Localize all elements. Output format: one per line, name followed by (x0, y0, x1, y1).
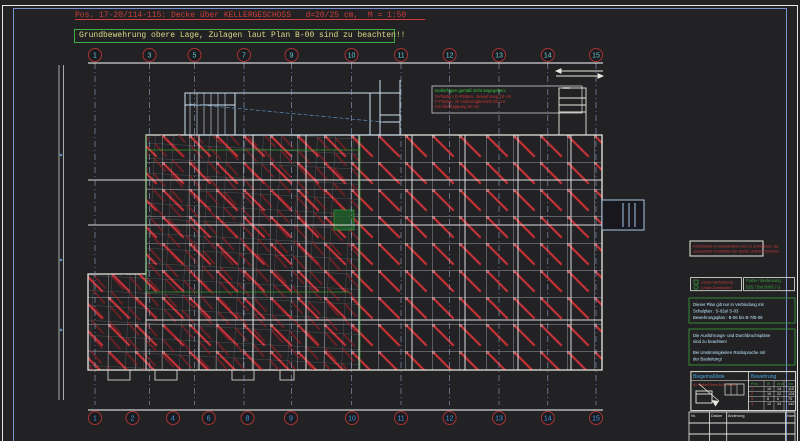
svg-text:Farbe / Bedeutung :: Farbe / Bedeutung : (746, 278, 783, 283)
svg-text:d1 Stabø10mm 8=10,1cm2: d1 Stabø10mm 8=10,1cm2 (693, 383, 736, 387)
svg-text:mit Überlappung 50 cm: mit Überlappung 50 cm (435, 104, 480, 109)
svg-text:13: 13 (495, 416, 503, 423)
svg-text:der Bauleitung!: der Bauleitung! (693, 357, 722, 362)
svg-text:unbewehrte Fehlstellen der Dec: unbewehrte Fehlstellen der Decke Unterko… (693, 250, 779, 254)
svg-text:4: 4 (751, 402, 753, 406)
svg-text:128: 128 (788, 392, 794, 396)
svg-text:4: 4 (171, 416, 175, 423)
svg-text:1: 1 (93, 53, 97, 60)
svg-text:115: 115 (788, 387, 794, 391)
svg-text:10: 10 (348, 416, 356, 423)
svg-text:10: 10 (767, 392, 771, 396)
svg-text:2: 2 (751, 392, 753, 396)
svg-text:Leiste Durchstich: Leiste Durchstich (701, 285, 732, 290)
svg-text:9: 9 (289, 416, 293, 423)
svg-text:Nam.: Nam. (787, 414, 796, 418)
svg-text:Die Ausführungs- und Durchbruc: Die Ausführungs- und Durchbruchspläne (693, 333, 771, 338)
svg-text:5: 5 (193, 53, 197, 60)
svg-text:Bewehrungsplan : B-06 bis B-7/: Bewehrungsplan : B-06 bis B-7/B-08 (693, 315, 763, 320)
svg-text:12: 12 (767, 402, 771, 406)
svg-text:Leiste Verfuellung: Leiste Verfuellung (701, 279, 733, 284)
svg-text:70: 70 (788, 397, 792, 401)
svg-text:14: 14 (777, 387, 781, 391)
svg-text:sind zu beachten!: sind zu beachten! (693, 339, 727, 344)
svg-text:10: 10 (348, 53, 356, 60)
svg-text:8: 8 (767, 397, 769, 401)
svg-text:Dieser Plan gilt nur in Verbin: Dieser Plan gilt nur in Verbindung mit (693, 302, 765, 307)
svg-text:15: 15 (592, 53, 600, 60)
svg-text:6: 6 (207, 416, 211, 423)
svg-text:Ø: Ø (767, 382, 770, 386)
svg-text:12: 12 (446, 416, 454, 423)
svg-text:15: 15 (592, 416, 600, 423)
svg-text:14: 14 (544, 416, 552, 423)
svg-text:Isolierfugen gemäß nicht angeg: Isolierfugen gemäß nicht angegeben: (435, 88, 506, 93)
svg-text:11: 11 (397, 53, 404, 60)
svg-text:cm: cm (788, 382, 793, 386)
svg-text:Änderung: Änderung (728, 414, 744, 418)
svg-text:Bei Unstimmigkeiten Rücksprach: Bei Unstimmigkeiten Rücksprache mit (693, 350, 766, 355)
svg-text:Schalplan : S-02a/ S-03: Schalplan : S-02a/ S-03 (693, 309, 739, 314)
svg-text:Biegemaßliste: Biegemaßliste (693, 374, 725, 380)
svg-text:6: 6 (777, 397, 779, 401)
svg-text:3: 3 (148, 53, 152, 60)
svg-text:Datum: Datum (711, 414, 722, 418)
svg-text:B25 / Bst 500S / U: B25 / Bst 500S / U (746, 285, 780, 290)
svg-text:13: 13 (495, 53, 503, 60)
svg-text:1: 1 (93, 416, 97, 423)
svg-text:Fehlstellen im Randbalken tief: Fehlstellen im Randbalken tief zu schlie… (693, 244, 779, 249)
svg-text:10: 10 (767, 387, 771, 391)
svg-text:142: 142 (788, 402, 794, 406)
svg-text:11: 11 (397, 416, 404, 423)
svg-text:9: 9 (290, 53, 294, 60)
svg-text:14: 14 (544, 53, 552, 60)
svg-text:7: 7 (242, 53, 246, 60)
svg-text:34: 34 (777, 402, 781, 406)
svg-text:Nr.: Nr. (691, 414, 696, 418)
svg-text:Anz: Anz (777, 382, 784, 386)
svg-text:Pos.: Pos. (751, 382, 759, 386)
svg-text:Bewehrung: Bewehrung (751, 374, 777, 380)
svg-text:3: 3 (751, 397, 753, 401)
svg-text:22: 22 (777, 392, 781, 396)
svg-text:1: 1 (751, 387, 753, 391)
svg-text:12: 12 (446, 53, 454, 60)
svg-text:8: 8 (246, 416, 250, 423)
svg-text:2: 2 (131, 416, 135, 423)
